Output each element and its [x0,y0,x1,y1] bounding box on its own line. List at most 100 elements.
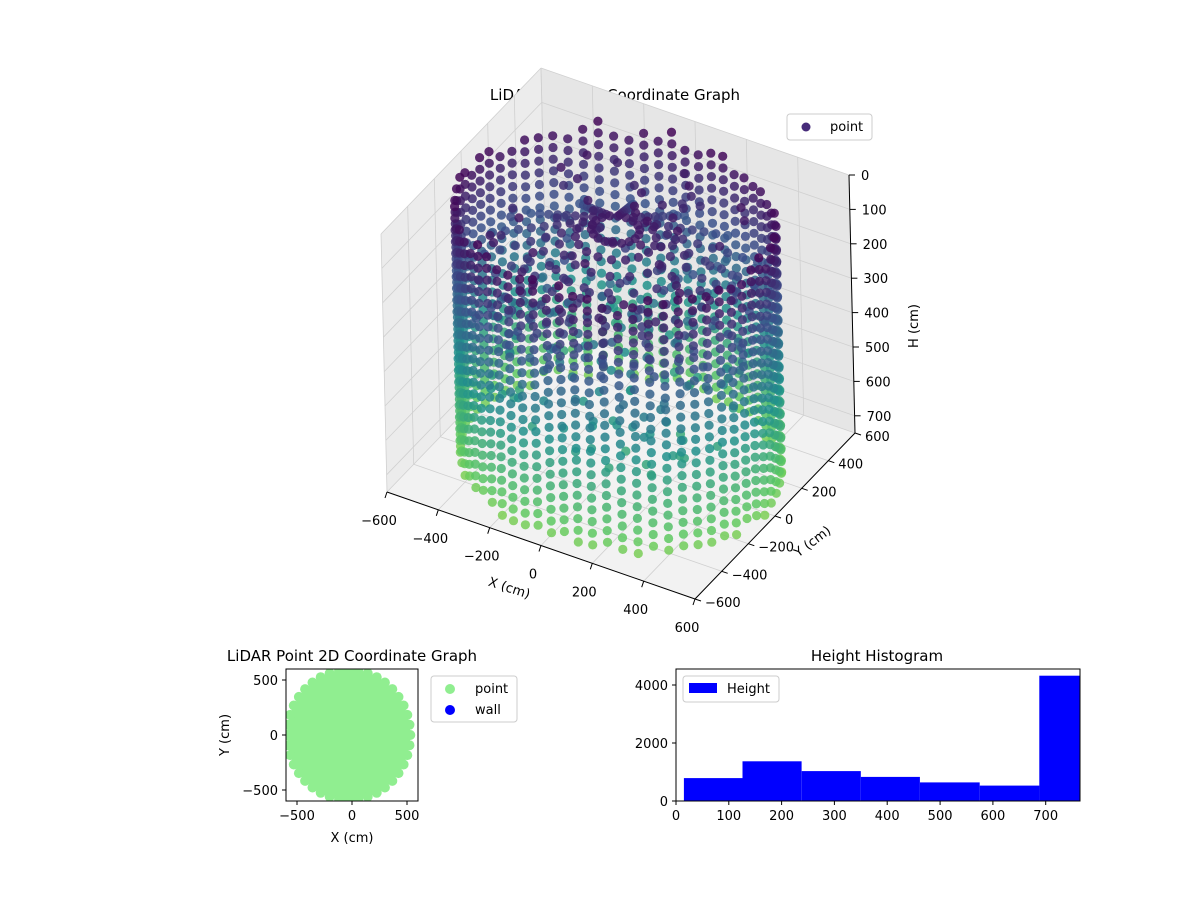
grid-line-z [380,67,542,235]
point-3d [594,163,604,173]
point-3d [718,151,728,161]
point-3d [586,481,596,491]
point-3d [752,510,762,521]
point-3d [483,334,494,344]
point-3d [507,434,517,444]
chart-2d-points [286,669,416,801]
point-3d [665,251,676,262]
point-3d [555,328,565,338]
point-3d [559,526,570,537]
legend-hist-frame [682,675,780,703]
y-tick-label-3d: −600 [705,596,741,611]
x-tick-label-3d: −600 [361,514,397,529]
point-3d [691,434,701,444]
point-3d [678,203,689,213]
point-3d [476,368,486,378]
point-3d [563,134,573,144]
point-3d [650,212,660,222]
point-3d [762,299,772,309]
point-3d [554,239,565,249]
point-3d [556,374,566,385]
point-3d [695,220,705,230]
point-3d [747,335,758,345]
legend-hist-swatch [689,683,717,693]
point-3d [529,356,539,366]
point-3d [571,443,581,453]
point-3d [471,482,481,493]
point-3d [495,393,505,403]
point-3d [541,305,551,315]
legend-3d: point [786,113,873,141]
point-3d [483,298,493,309]
point-3d [699,227,709,237]
point-3d [688,270,698,280]
point-3d [758,417,768,427]
point-3d [470,447,480,457]
point-3d [718,163,728,173]
legend-3d-label: point [830,120,863,135]
point-3d [765,463,776,473]
x-tick-3d [487,527,491,534]
point-3d [654,160,664,170]
point-3d [598,350,608,360]
point-3d [492,288,502,298]
point-3d [554,316,565,326]
point-3d [740,420,750,430]
point-2d [371,672,382,683]
point-3d [482,263,492,273]
point-3d [504,317,514,327]
point-3d [508,516,519,526]
point-3d [484,158,494,168]
point-3d [466,260,476,270]
x-tick-3d [692,598,696,606]
point-3d [572,224,582,234]
point-3d [517,368,527,378]
point-3d [485,205,495,215]
point-2d [315,787,326,798]
point-3d [690,411,700,421]
point-3d [593,128,603,138]
point-2d [288,759,299,770]
point-3d [643,247,654,257]
x-tick-label-hist: 300 [822,809,847,824]
point-3d [534,168,544,178]
point-3d [606,255,617,265]
point-3d [521,182,531,192]
point-3d [642,216,652,226]
point-3d [476,403,486,413]
point-3d [610,190,620,200]
point-3d [506,410,516,421]
point-3d [749,228,759,238]
point-3d [495,152,505,162]
point-3d [559,491,569,501]
point-3d [714,309,725,319]
point-3d [741,467,751,477]
point-2d [315,672,326,683]
point-3d [719,496,729,506]
point-3d [495,417,505,427]
point-3d [631,467,642,477]
point-3d [719,210,729,220]
point-3d [693,150,703,160]
point-3d [730,193,740,203]
point-3d [505,352,515,362]
point-3d [689,376,699,386]
point-3d [757,381,767,392]
point-3d [495,175,506,185]
point-3d [508,203,518,213]
point-3d [583,329,593,339]
point-3d [618,544,628,555]
point-2d [286,709,296,720]
point-3d [762,199,772,210]
point-3d [616,462,626,473]
point-3d [737,291,747,301]
point-3d [572,490,582,500]
point-3d [616,474,626,484]
point-3d [484,345,494,355]
point-3d [663,498,673,508]
point-3d [616,451,626,461]
point-3d [619,300,629,310]
point-3d [529,333,539,343]
point-3d [731,263,741,273]
point-3d [507,170,517,180]
